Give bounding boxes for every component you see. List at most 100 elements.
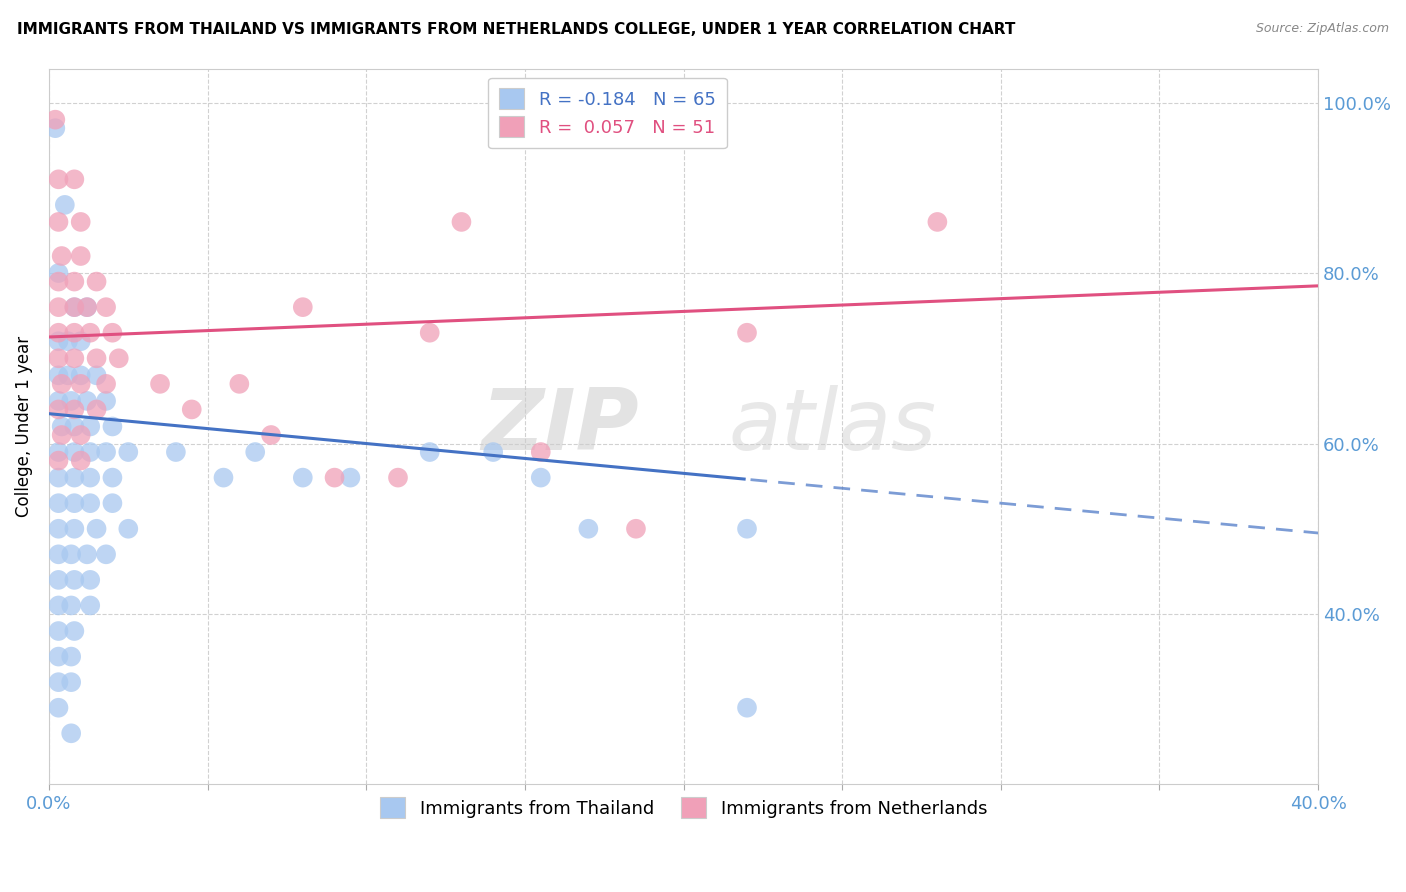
Point: [60, 649, 83, 664]
Point: [69, 453, 91, 467]
Point: [86, 368, 108, 383]
Point: [48, 300, 70, 314]
Y-axis label: College, Under 1 year: College, Under 1 year: [15, 336, 32, 517]
Point: [53, 198, 76, 212]
Point: [56, 334, 79, 349]
Point: [63, 573, 86, 587]
Point: [63, 172, 86, 186]
Point: [69, 334, 91, 349]
Point: [69, 249, 91, 263]
Point: [56, 368, 79, 383]
Point: [149, 376, 172, 391]
Point: [63, 445, 86, 459]
Point: [76, 393, 98, 408]
Point: [530, 445, 553, 459]
Point: [86, 402, 108, 417]
Text: ZIP: ZIP: [481, 385, 640, 468]
Point: [530, 470, 553, 484]
Point: [63, 522, 86, 536]
Point: [79, 470, 101, 484]
Point: [79, 599, 101, 613]
Point: [48, 496, 70, 510]
Point: [63, 326, 86, 340]
Point: [94, 445, 117, 459]
Point: [48, 573, 70, 587]
Point: [387, 470, 409, 484]
Point: [69, 368, 91, 383]
Text: Source: ZipAtlas.com: Source: ZipAtlas.com: [1256, 22, 1389, 36]
Point: [260, 428, 283, 442]
Point: [51, 419, 73, 434]
Point: [48, 547, 70, 561]
Text: IMMIGRANTS FROM THAILAND VS IMMIGRANTS FROM NETHERLANDS COLLEGE, UNDER 1 YEAR CO: IMMIGRANTS FROM THAILAND VS IMMIGRANTS F…: [17, 22, 1015, 37]
Point: [48, 445, 70, 459]
Point: [245, 445, 267, 459]
Point: [79, 496, 101, 510]
Point: [63, 624, 86, 638]
Point: [94, 393, 117, 408]
Point: [735, 522, 758, 536]
Point: [48, 275, 70, 289]
Point: [94, 547, 117, 561]
Point: [60, 726, 83, 740]
Point: [419, 445, 441, 459]
Point: [63, 300, 86, 314]
Point: [94, 300, 117, 314]
Point: [76, 300, 98, 314]
Point: [69, 376, 91, 391]
Point: [624, 522, 647, 536]
Point: [48, 624, 70, 638]
Point: [44, 112, 66, 127]
Point: [63, 402, 86, 417]
Point: [101, 326, 124, 340]
Point: [86, 275, 108, 289]
Point: [107, 351, 129, 366]
Point: [212, 470, 235, 484]
Point: [48, 334, 70, 349]
Point: [48, 266, 70, 280]
Point: [86, 351, 108, 366]
Point: [927, 215, 949, 229]
Point: [323, 470, 346, 484]
Point: [48, 522, 70, 536]
Point: [339, 470, 361, 484]
Point: [51, 376, 73, 391]
Point: [79, 326, 101, 340]
Point: [60, 599, 83, 613]
Point: [101, 470, 124, 484]
Point: [63, 470, 86, 484]
Point: [48, 402, 70, 417]
Point: [48, 675, 70, 690]
Point: [450, 215, 472, 229]
Point: [63, 275, 86, 289]
Point: [117, 445, 139, 459]
Point: [79, 419, 101, 434]
Point: [48, 453, 70, 467]
Point: [291, 470, 314, 484]
Point: [69, 215, 91, 229]
Point: [44, 121, 66, 136]
Point: [48, 393, 70, 408]
Point: [48, 326, 70, 340]
Point: [48, 649, 70, 664]
Point: [101, 419, 124, 434]
Point: [60, 675, 83, 690]
Point: [86, 522, 108, 536]
Point: [576, 522, 599, 536]
Point: [79, 445, 101, 459]
Point: [76, 547, 98, 561]
Point: [48, 368, 70, 383]
Point: [48, 351, 70, 366]
Point: [165, 445, 187, 459]
Point: [60, 393, 83, 408]
Point: [419, 326, 441, 340]
Point: [101, 496, 124, 510]
Point: [735, 326, 758, 340]
Point: [76, 300, 98, 314]
Point: [48, 470, 70, 484]
Point: [51, 249, 73, 263]
Point: [735, 700, 758, 714]
Point: [48, 700, 70, 714]
Point: [48, 215, 70, 229]
Point: [60, 547, 83, 561]
